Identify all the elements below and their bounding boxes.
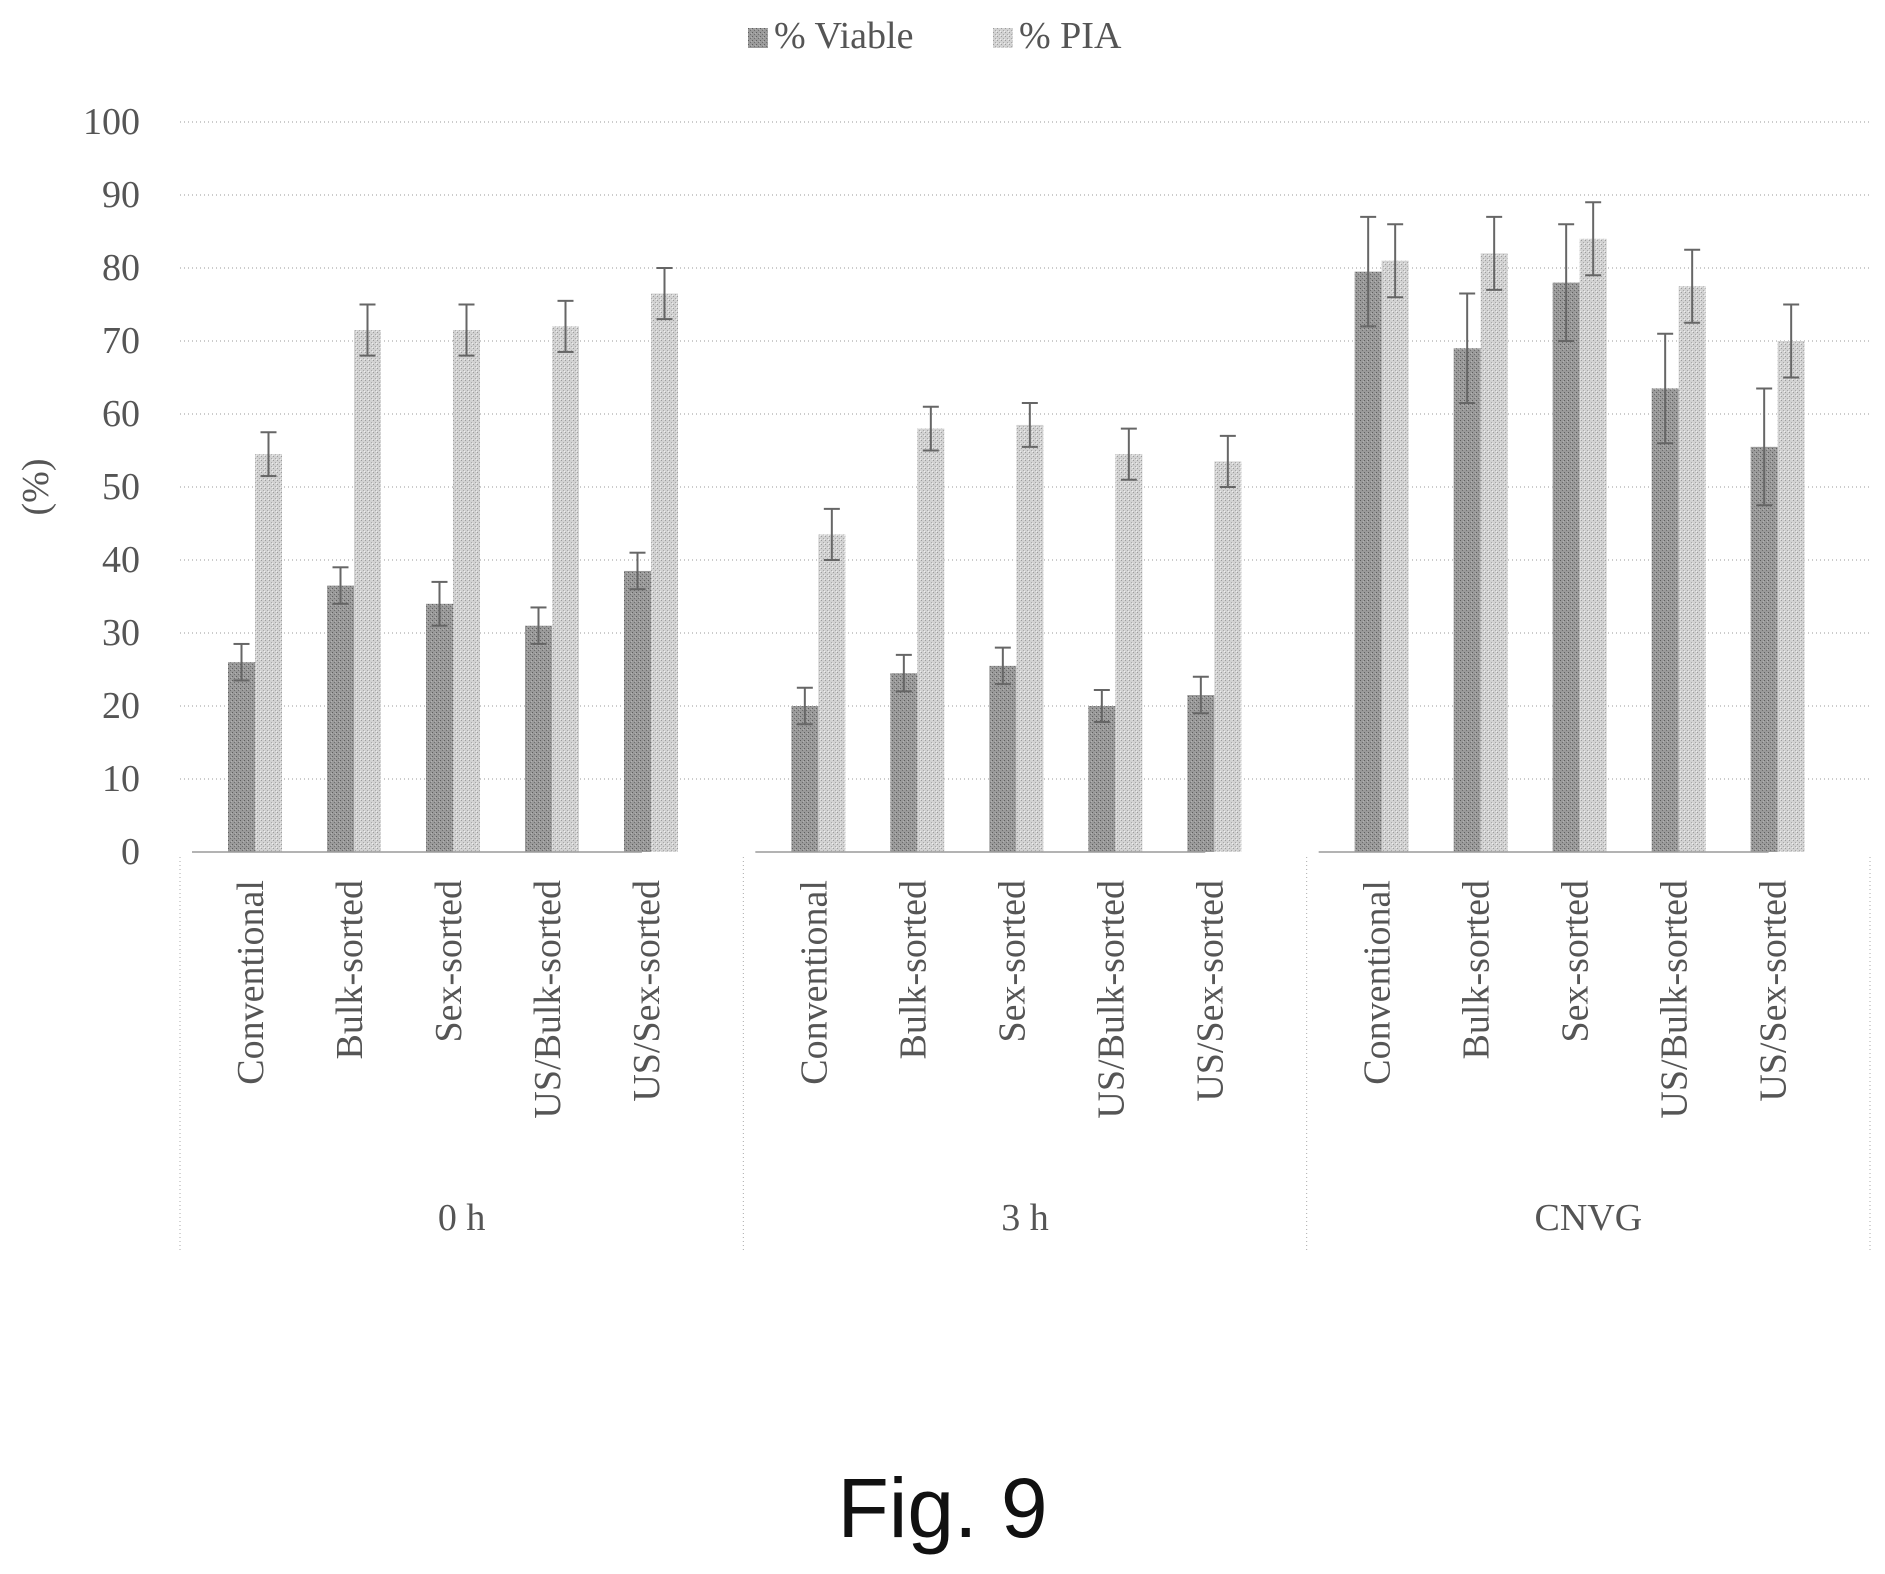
figure-caption: Fig. 9 [837,1461,1048,1555]
bar-pia [818,534,846,852]
bar-viable [791,706,819,852]
y-tick-label: 60 [102,393,140,435]
bar-viable [1750,446,1778,852]
bar-pia [1115,454,1143,852]
y-axis-label: (%) [15,459,57,516]
x-category-label: Conventional [230,880,272,1085]
y-tick-label: 10 [102,758,140,800]
bar-pia [354,330,381,852]
bar-viable [624,570,651,852]
x-category-label: Bulk-sorted [1456,880,1498,1059]
bar-pia [1016,424,1044,852]
bar-pia [255,454,282,852]
x-category-label: Sex-sorted [1555,880,1597,1043]
x-group-label: CNVG [1534,1197,1642,1239]
y-tick-label: 50 [102,466,140,508]
y-tick-label: 30 [102,612,140,654]
y-tick-label: 20 [102,685,140,727]
legend-swatch-pia [993,28,1013,48]
bar-viable [1187,695,1215,852]
legend-label-viable: % Viable [774,15,913,57]
x-category-label: US/Bulk-sorted [527,880,569,1119]
x-category-label: Bulk-sorted [892,880,934,1059]
y-tick-label: 100 [83,101,140,143]
bar-pia [1777,341,1805,852]
legend: % Viable % PIA [748,15,1122,57]
bar-pia [1678,286,1706,852]
legend-label-pia: % PIA [1019,15,1122,57]
bar-pia [917,428,945,852]
bar-viable [426,603,453,852]
bar-viable [327,585,354,852]
y-tick-label: 40 [102,539,140,581]
x-category-label: US/Bulk-sorted [1654,880,1696,1119]
bar-pia [1480,253,1508,852]
x-category-label: US/Sex-sorted [1189,880,1231,1102]
bar-pia [453,330,480,852]
bar-viable [525,625,552,852]
bar-viable [1088,706,1116,852]
y-tick-label: 70 [102,320,140,362]
axes: 0 10 20 30 40 50 60 70 80 90 100 (%) Conventional Bul… [15,101,1871,1250]
x-category-label: US/Bulk-sorted [1090,880,1132,1119]
x-category-label: Conventional [1357,880,1399,1085]
bar-pia [1579,238,1607,853]
bar-viable [989,665,1017,852]
x-category-label: Bulk-sorted [329,880,371,1059]
bar-viable [1354,271,1382,852]
x-category-label: Sex-sorted [991,880,1033,1043]
x-group-label: 3 h [1001,1197,1049,1239]
y-tick-label: 90 [102,174,140,216]
legend-swatch-viable [748,28,768,48]
x-category-label: Sex-sorted [428,880,470,1043]
bar-pia [552,326,579,852]
y-tick-label: 80 [102,247,140,289]
x-category-label: US/Sex-sorted [626,880,668,1102]
x-category-label: US/Sex-sorted [1753,880,1795,1102]
bar-pia [651,293,678,852]
x-group-label: 0 h [438,1197,486,1239]
x-category-label: Conventional [793,880,835,1085]
y-tick-label: 0 [121,831,140,873]
bar-viable [1552,282,1580,853]
bar-pia [1381,260,1409,852]
bar-viable [228,662,255,852]
bar-pia [1214,461,1242,852]
bar-viable [890,673,918,852]
bar-viable [1651,388,1679,852]
bars [228,201,1805,853]
bar-viable [1453,348,1481,852]
